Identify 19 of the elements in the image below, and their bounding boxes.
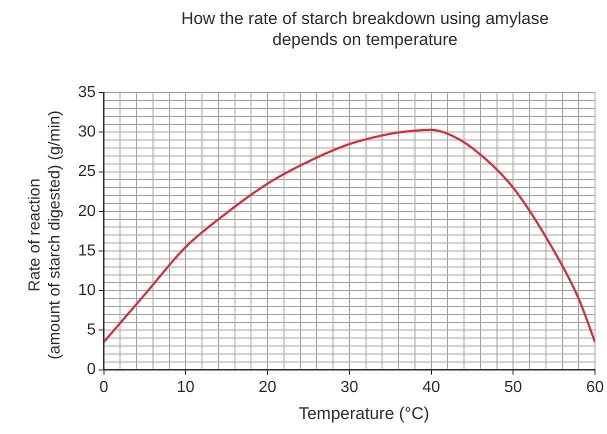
x-tick-label: 0 [99,378,108,396]
y-tick-label: 10 [78,282,96,300]
x-tick-label: 10 [176,378,195,396]
x-tick-label: 30 [340,378,358,396]
y-tick-label: 25 [78,163,96,180]
x-axis-title: Temperature (°C) [298,404,430,424]
x-tick-label: 60 [586,378,604,396]
y-axis-title: Rate of reaction (amount of starch digested) (g/min) [25,110,64,360]
y-tick-label: 0 [86,361,96,378]
y-tick-label: 20 [78,202,96,220]
x-tick-label: 40 [422,378,440,396]
y-tick-label: 35 [78,84,96,102]
y-tick-label: 30 [78,124,96,141]
x-tick-label: 50 [504,378,522,396]
x-tick-label: 20 [258,378,277,396]
line-series [104,128,595,344]
y-tick-label: 15 [78,242,96,260]
y-tick-label: 5 [86,322,96,339]
chart-title: How the rate of starch breakdown using amylase depends on temperature [180,8,550,50]
